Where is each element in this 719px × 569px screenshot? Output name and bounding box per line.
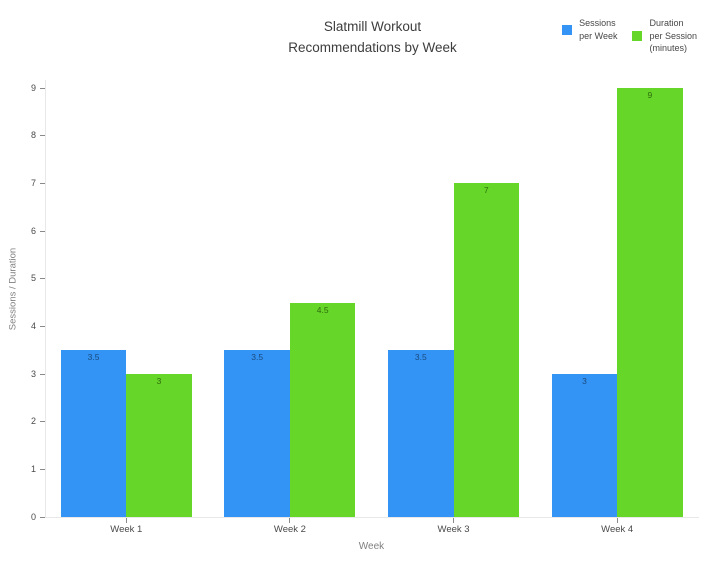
legend: Sessions per Week Duration per Session (… — [562, 17, 697, 55]
bar-value-label: 3 — [582, 376, 587, 386]
x-tick — [453, 518, 455, 523]
y-tick-label: 5 — [30, 273, 36, 284]
bar-value-label: 3.5 — [87, 352, 100, 363]
x-tick — [616, 518, 618, 523]
y-tick — [40, 182, 45, 184]
legend-label-sessions: Sessions per Week — [579, 18, 618, 41]
legend-item-duration-per-session[interactable]: Duration per Session (minutes) — [632, 17, 697, 55]
bar-sessions-week-1: 3.5 — [60, 350, 127, 517]
bar-sessions-week-2: 3.5 — [224, 350, 290, 517]
y-tick-label: 2 — [30, 416, 36, 427]
x-tick-label: Week 2 — [273, 524, 306, 535]
legend-swatch-sessions-icon — [562, 24, 573, 35]
y-tick — [40, 516, 45, 518]
y-tick — [40, 87, 45, 89]
y-tick-label: 1 — [30, 463, 36, 474]
bar-duration-week-1: 3 — [126, 374, 192, 517]
y-tick — [40, 468, 45, 470]
y-tick — [40, 278, 45, 280]
bar-duration-week-4: 9 — [617, 88, 683, 517]
y-tick-label: 4 — [30, 320, 36, 331]
bar-duration-week-3: 7 — [453, 183, 519, 517]
legend-item-sessions-per-week[interactable]: Sessions per Week — [562, 17, 617, 42]
y-tick — [40, 230, 45, 232]
y-tick-label: 0 — [30, 511, 36, 522]
bar-value-label: 7 — [483, 185, 489, 196]
x-tick — [289, 518, 291, 523]
bar-duration-week-2: 4.5 — [289, 302, 356, 517]
y-axis-line — [44, 80, 46, 517]
y-tick — [40, 373, 45, 375]
y-tick-label: 9 — [30, 82, 36, 93]
y-axis-title: Sessions / Duration — [7, 247, 19, 331]
chart-title: Slatmill Workout Recommendations by Week — [288, 19, 457, 56]
bar-value-label: 3.5 — [414, 352, 427, 363]
bar-sessions-week-4: 3 — [551, 374, 618, 517]
y-tick — [40, 325, 45, 327]
bar-value-label: 3.5 — [251, 352, 264, 363]
x-tick-label: Week 4 — [601, 524, 634, 535]
y-tick-label: 8 — [30, 130, 36, 141]
x-axis-title: Week — [358, 541, 385, 552]
bar-value-label: 4.5 — [316, 304, 329, 315]
y-tick — [40, 135, 45, 137]
legend-label-duration: Duration per Session (minutes) — [649, 18, 697, 54]
y-tick-label: 6 — [30, 225, 36, 236]
bar-value-label: 3 — [156, 376, 162, 386]
bar-value-label: 9 — [647, 90, 653, 100]
x-tick — [125, 518, 127, 523]
y-tick-label: 7 — [30, 177, 36, 188]
x-axis-line — [44, 517, 699, 518]
y-tick-label: 3 — [30, 368, 36, 379]
x-tick-label: Week 1 — [110, 524, 143, 535]
y-tick — [40, 421, 45, 423]
legend-swatch-duration-icon — [632, 30, 643, 41]
bar-sessions-week-3: 3.5 — [388, 350, 454, 517]
x-tick-label: Week 3 — [437, 524, 470, 535]
